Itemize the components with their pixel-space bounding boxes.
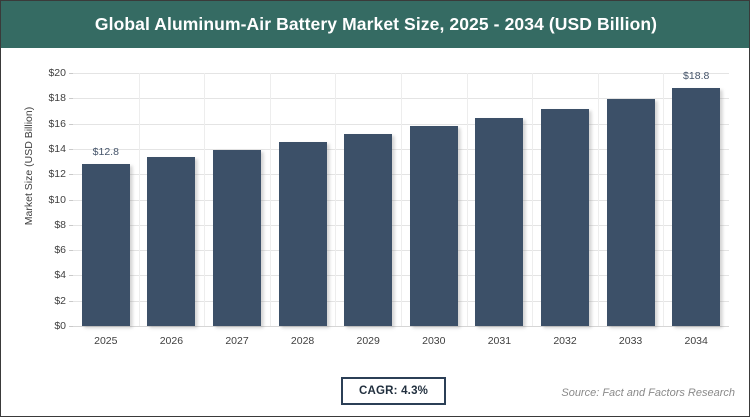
y-axis-tick-label: $2	[54, 294, 66, 307]
y-tick-mark	[69, 123, 73, 125]
gridline-vertical	[532, 73, 534, 326]
x-axis-tick-label-2029: 2029	[356, 335, 380, 347]
y-tick-mark	[69, 275, 73, 277]
x-axis-tick-label-2026: 2026	[159, 335, 184, 347]
gridline-vertical	[663, 73, 665, 326]
x-axis-tick-label-2028: 2028	[290, 335, 315, 347]
y-tick-mark	[69, 326, 73, 327]
y-axis-tick-label: $0	[54, 320, 66, 332]
plot-area: $0 $2 $4 $6 $8 $10 $12 $14 $16 $18 $20 $12.8 2025 202…	[48, 67, 729, 347]
gridline-vertical	[401, 73, 402, 326]
y-axis-tick-label: $10	[48, 193, 66, 206]
bar-2034[interactable]	[672, 88, 721, 326]
x-axis-tick-label-2032: 2032	[553, 335, 577, 347]
y-axis-tick-label: $12	[48, 168, 66, 181]
cagr-badge: CAGR: 4.3%	[341, 377, 447, 405]
source-note: Source: Fact and Factors Research	[561, 387, 735, 399]
x-axis-tick-label-2027: 2027	[225, 335, 249, 347]
bar-value-label-2034: $18.8	[683, 70, 710, 83]
gridline-vertical	[335, 73, 337, 326]
bar-2028[interactable]	[278, 142, 327, 326]
x-axis-tick-label-2031: 2031	[487, 335, 512, 347]
bar-2030[interactable]	[409, 126, 458, 326]
bar-2031[interactable]	[475, 117, 524, 326]
x-axis-tick-label-2030: 2030	[422, 335, 446, 347]
bar-2026[interactable]	[147, 157, 196, 326]
y-tick-mark	[69, 98, 73, 100]
chart-title: Global Aluminum-Air Battery Market Size,…	[94, 14, 658, 34]
gridline-vertical	[269, 73, 271, 326]
y-tick-mark	[69, 224, 73, 226]
y-tick-mark	[69, 148, 73, 150]
chart-header-band: Global Aluminum-Air Battery Market Size,…	[1, 1, 749, 48]
gridline-vertical	[138, 73, 140, 326]
chart-canvas: Market Size (USD Billion) $0 $2 $4 $6 $8 $10 $…	[1, 48, 749, 416]
y-tick-mark	[69, 250, 73, 252]
bar-2029[interactable]	[344, 134, 393, 326]
y-axis-tick-label: $6	[54, 244, 66, 257]
y-tick-mark	[69, 300, 73, 302]
y-axis-tick-label: $20	[48, 67, 66, 79]
y-axis-tick-label: $18	[48, 92, 66, 105]
x-axis-tick-label-2025: 2025	[94, 335, 118, 347]
y-axis-tick-label: $8	[54, 218, 66, 231]
bar-2032[interactable]	[541, 108, 589, 326]
bar-value-label-2025: $12.8	[92, 146, 119, 159]
y-axis-tick-label: $14	[48, 142, 66, 155]
y-tick-mark	[69, 174, 73, 176]
gridline-horizontal	[73, 326, 729, 327]
gridline-vertical	[204, 73, 206, 326]
bar-2033[interactable]	[606, 99, 655, 326]
bar-2025[interactable]	[81, 164, 130, 326]
y-tick-mark	[69, 73, 73, 74]
y-axis-tick-label: $16	[48, 117, 66, 130]
bar-2027[interactable]	[213, 149, 261, 326]
gridline-vertical	[466, 73, 468, 326]
y-axis-title: Market Size (USD Billion)	[23, 106, 35, 226]
y-axis-tick-label: $4	[54, 269, 66, 282]
y-tick-mark	[69, 199, 73, 201]
gridline-vertical	[597, 73, 599, 326]
x-axis-tick-label-2033: 2033	[618, 335, 643, 347]
x-axis-tick-label-2034: 2034	[684, 335, 708, 347]
